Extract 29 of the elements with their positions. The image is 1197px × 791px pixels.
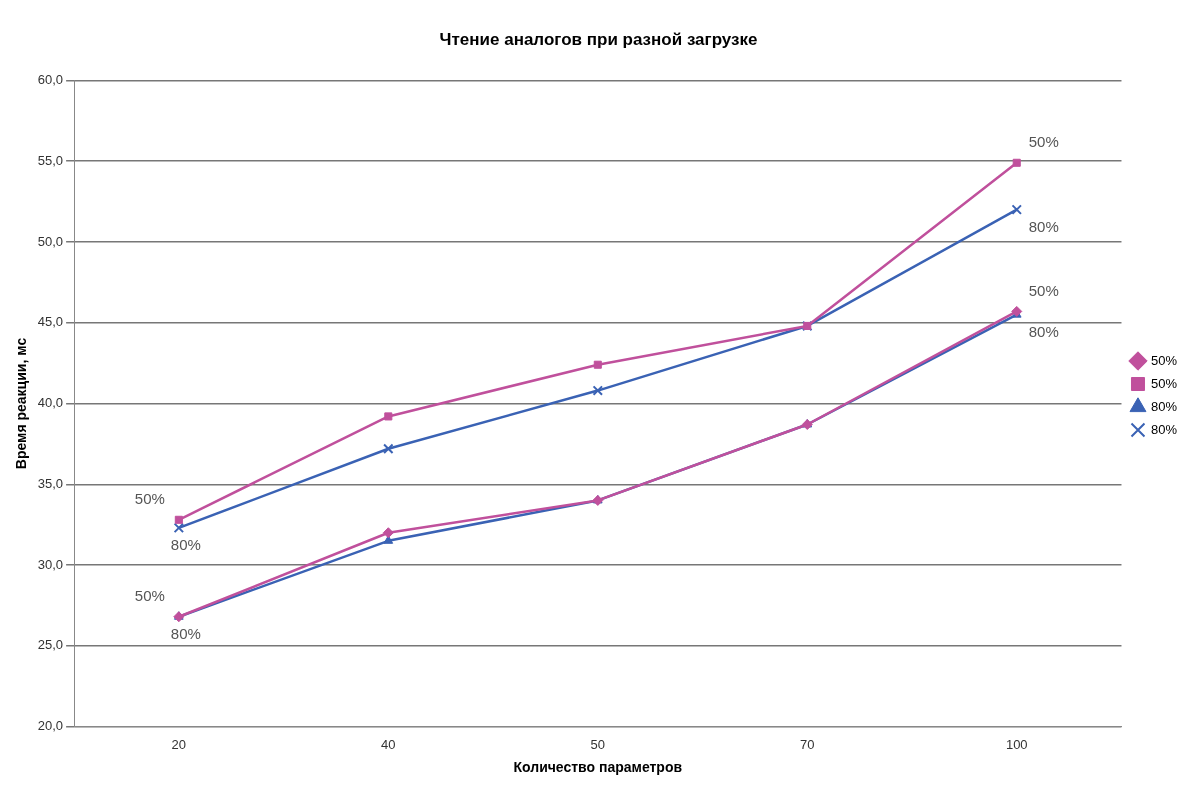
y-tick-label: 30,0	[37, 556, 64, 572]
y-tick-label: 60,0	[37, 71, 64, 87]
y-axis-title: Время реакции, мс	[13, 337, 30, 470]
chart-title: Чтение аналогов при разной загрузке	[439, 29, 758, 49]
x-tick-label: 70	[800, 736, 815, 752]
legend-label: 50%	[1150, 375, 1178, 391]
annotation: 80%	[1028, 322, 1059, 340]
annotation: 50%	[1028, 132, 1059, 150]
y-tick-label: 40,0	[37, 395, 64, 411]
legend-label: 80%	[1150, 398, 1178, 414]
y-tick-label: 45,0	[37, 314, 64, 330]
annotation: 80%	[1028, 217, 1059, 235]
x-axis-title: Количество параметров	[513, 759, 683, 776]
y-tick-label: 55,0	[37, 152, 64, 168]
x-tick-label: 50	[590, 736, 606, 752]
legend-label: 80%	[1150, 421, 1178, 437]
x-tick-label: 40	[381, 736, 396, 752]
legend-label: 50%	[1150, 352, 1178, 368]
annotation: 80%	[170, 536, 201, 554]
annotation: 50%	[1028, 281, 1059, 299]
annotation: 50%	[134, 586, 165, 604]
annotation: 50%	[134, 489, 165, 507]
y-tick-label: 20,0	[37, 718, 64, 734]
x-tick-label: 100	[1005, 736, 1028, 752]
annotation: 80%	[170, 624, 201, 642]
y-tick-label: 35,0	[37, 475, 64, 491]
y-tick-label: 50,0	[37, 233, 64, 249]
y-tick-label: 25,0	[37, 637, 64, 653]
x-tick-label: 20	[171, 736, 187, 752]
